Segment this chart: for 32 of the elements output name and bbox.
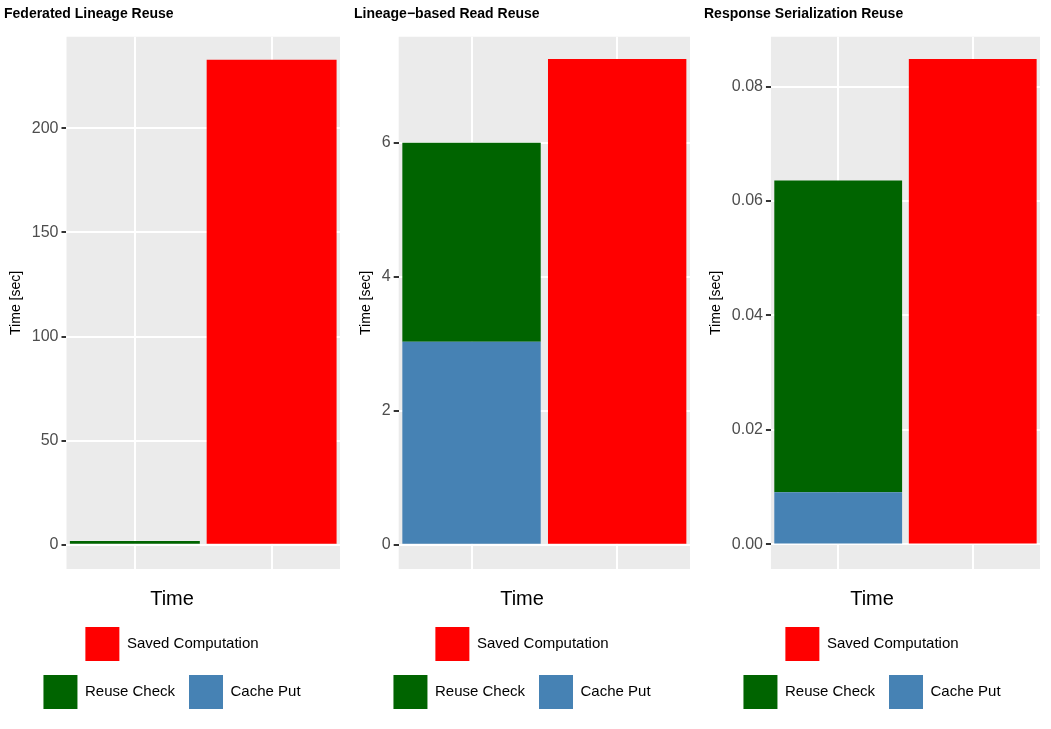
y-tick-label: 0 (49, 535, 59, 553)
y-tick-label: 4 (381, 267, 391, 285)
y-tick-label: 50 (40, 430, 59, 448)
y-tick-label: 100 (31, 326, 59, 344)
legend-title: Time (850, 586, 894, 609)
y-tick-label: 150 (31, 222, 59, 240)
legend-label: Cache Put (580, 682, 652, 700)
y-tick-label: 0 (381, 535, 391, 553)
y-axis-title: Time [sec] (707, 270, 724, 335)
legend-label: Saved Computation (826, 634, 959, 652)
legend-title: Time (150, 586, 194, 609)
y-axis-title: Time [sec] (357, 270, 374, 335)
y-tick-label: 6 (381, 133, 391, 151)
y-tick-label: 0.02 (731, 420, 764, 438)
chart-title: Federated Lineage Reuse (4, 5, 174, 22)
chart-title: Response Serialization Reuse (704, 5, 904, 22)
y-tick-label: 0.00 (731, 534, 764, 552)
chart-title: Lineage−based Read Reuse (354, 5, 540, 22)
legend-title: Time (500, 586, 544, 609)
y-tick-label: 0.04 (731, 305, 764, 323)
legend-label: Reuse Check (434, 682, 526, 700)
y-axis-title: Time [sec] (7, 270, 24, 335)
legend-label: Reuse Check (84, 682, 176, 700)
y-tick-label: 200 (31, 118, 59, 136)
y-tick-label: 0.08 (731, 76, 764, 94)
y-tick-label: 0.06 (731, 191, 764, 209)
legend-label: Saved Computation (126, 634, 259, 652)
legend-label: Saved Computation (476, 634, 609, 652)
legend-label: Reuse Check (784, 682, 876, 700)
legend-label: Cache Put (930, 682, 1002, 700)
legend-label: Cache Put (230, 682, 302, 700)
y-tick-label: 2 (381, 401, 391, 419)
